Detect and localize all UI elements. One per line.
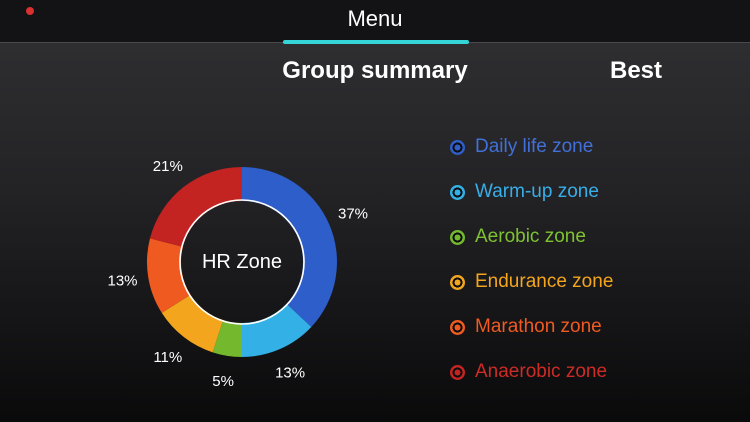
legend-label: Warm-up zone (475, 181, 599, 202)
legend-item-marathon-zone: Marathon zone (450, 316, 613, 337)
tab-group-summary[interactable]: Group summary (282, 57, 468, 84)
tab-best[interactable]: Best (609, 57, 663, 84)
marathon-zone-marker-icon (450, 319, 465, 335)
hr-zone-donut-chart: 37% 13% 5% 11% 13% 21% HR Zone (87, 107, 397, 417)
aerobic-zone-marker-icon (450, 229, 465, 245)
legend-item-anaerobic-zone: Anaerobic zone (450, 361, 613, 382)
percent-label-aerobic-zone: 5% (212, 373, 234, 390)
chart-center-label: HR Zone (202, 251, 282, 273)
percent-label-endurance-zone: 11% (153, 349, 182, 366)
chart-legend: Daily life zone Warm-up zone Aerobic zone E… (450, 136, 614, 382)
legend-item-warm-up-zone: Warm-up zone (450, 181, 613, 202)
legend-label: Aerobic zone (475, 226, 586, 247)
donut-segment-endurance-zone (161, 294, 224, 353)
warm-up-zone-marker-icon (450, 184, 465, 200)
legend-label: Daily life zone (475, 136, 594, 157)
donut-segment-warm-up-zone (242, 303, 312, 357)
anaerobic-zone-marker-icon (450, 364, 465, 380)
legend-label: Anaerobic zone (475, 361, 608, 382)
endurance-zone-marker-icon (450, 274, 465, 290)
legend-label: Endurance zone (475, 271, 614, 292)
menu-title: Menu (347, 6, 403, 31)
percent-label-warm-up-zone: 13% (275, 365, 305, 382)
donut-segment-daily-life-zone (242, 167, 337, 328)
percent-label-daily-life-zone: 37% (338, 205, 368, 222)
donut-chart-svg: 37% 13% 5% 11% 13% 21% HR Zone (107, 158, 368, 390)
legend-label: Marathon zone (475, 316, 602, 337)
donut-inner-ring (179, 199, 305, 325)
legend-item-daily-life-zone: Daily life zone (450, 136, 613, 157)
percent-label-marathon-zone: 13% (107, 272, 137, 289)
legend-item-aerobic-zone: Aerobic zone (450, 226, 613, 247)
donut-segment-aerobic-zone (212, 320, 242, 357)
percent-label-anaerobic-zone: 21% (153, 158, 183, 175)
legend-item-endurance-zone: Endurance zone (450, 271, 614, 292)
donut-segment-anaerobic-zone (149, 167, 242, 247)
daily-life-zone-marker-icon (450, 139, 465, 155)
record-dot-icon (26, 7, 34, 15)
active-tab-indicator (283, 40, 469, 44)
